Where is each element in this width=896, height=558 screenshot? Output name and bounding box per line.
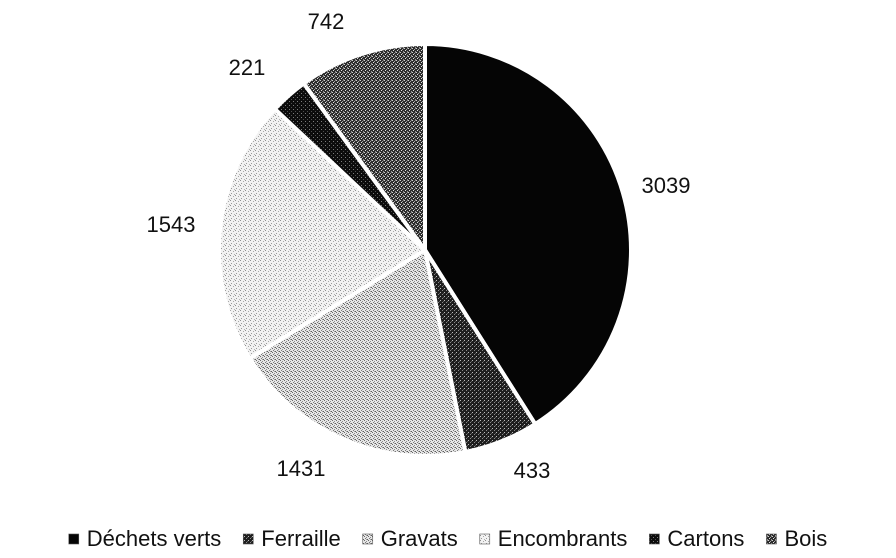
pie-slice-encombrants xyxy=(217,106,427,361)
legend-item: Gravats xyxy=(362,526,458,551)
data-label: 433 xyxy=(514,458,551,483)
data-label: 1543 xyxy=(147,212,196,237)
legend-item: Cartons xyxy=(649,526,744,551)
pie-slice-gravats xyxy=(247,248,468,458)
legend-label: Cartons xyxy=(667,526,744,551)
pie-slices xyxy=(217,42,633,458)
legend-label: Gravats xyxy=(381,526,458,551)
pie-data-labels: 3039 433 1431 1543 221 742 xyxy=(147,9,691,483)
data-label: 221 xyxy=(229,55,266,80)
legend-item: Ferraille xyxy=(242,526,341,551)
data-label: 742 xyxy=(308,9,345,34)
legend-item: Bois xyxy=(766,526,827,551)
legend-swatch xyxy=(649,533,660,545)
legend-item: Encombrants xyxy=(479,526,628,551)
legend-swatch xyxy=(68,533,80,545)
data-label: 1431 xyxy=(277,456,326,481)
legend-swatch xyxy=(766,533,777,545)
legend-swatch xyxy=(242,533,254,545)
legend-swatch xyxy=(479,533,491,545)
legend-label: Bois xyxy=(784,526,827,551)
legend-label: Ferraille xyxy=(261,526,340,551)
legend-label: Déchets verts xyxy=(87,526,222,551)
chart-legend: Déchets verts Ferraille Gravats Encombrants… xyxy=(68,526,827,551)
legend-item: Déchets verts xyxy=(68,526,222,551)
legend-swatch xyxy=(362,533,374,545)
data-label: 3039 xyxy=(642,173,691,198)
legend-label: Encombrants xyxy=(498,526,628,551)
pie-slice-bois xyxy=(301,42,427,252)
